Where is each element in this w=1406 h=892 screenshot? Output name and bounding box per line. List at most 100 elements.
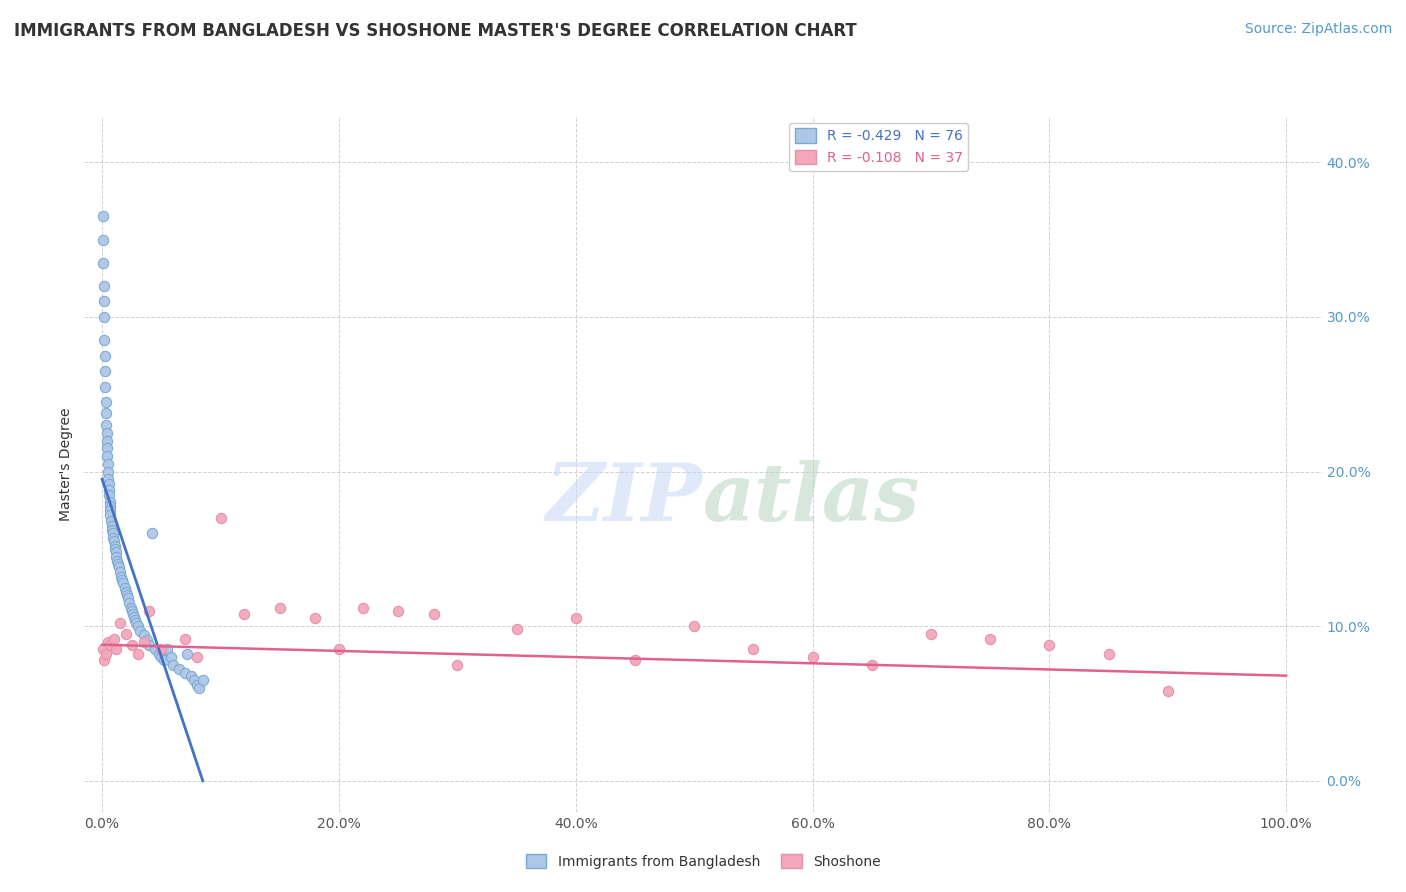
Point — [96, 434, 118, 448]
Text: atlas: atlas — [703, 460, 921, 537]
Point — [352, 600, 374, 615]
Point — [96, 442, 118, 456]
Point — [156, 642, 179, 657]
Point — [100, 518, 122, 533]
Point — [96, 449, 118, 463]
Point — [115, 588, 138, 602]
Point — [98, 503, 121, 517]
Point — [118, 596, 141, 610]
Point — [209, 511, 232, 525]
Point — [174, 665, 197, 680]
Point — [114, 627, 136, 641]
Point — [152, 653, 174, 667]
Point — [112, 575, 135, 590]
Point — [91, 642, 114, 657]
Point — [103, 632, 125, 646]
Point — [93, 279, 115, 293]
Point — [103, 534, 125, 549]
Point — [100, 508, 122, 522]
Point — [97, 465, 120, 479]
Point — [121, 604, 143, 618]
Point — [98, 488, 121, 502]
Point — [1097, 647, 1119, 661]
Point — [120, 600, 142, 615]
Point — [117, 591, 139, 606]
Point — [125, 616, 148, 631]
Point — [98, 499, 121, 513]
Point — [979, 632, 1001, 646]
Point — [94, 647, 117, 661]
Point — [132, 628, 155, 642]
Point — [94, 395, 117, 409]
Point — [94, 406, 117, 420]
Point — [920, 627, 942, 641]
Point — [304, 611, 326, 625]
Point — [104, 545, 127, 559]
Point — [129, 624, 152, 638]
Point — [167, 663, 190, 677]
Point — [186, 678, 208, 692]
Point — [801, 650, 824, 665]
Point — [159, 650, 181, 665]
Point — [180, 668, 202, 682]
Point — [269, 600, 291, 615]
Point — [105, 554, 128, 568]
Point — [110, 570, 132, 584]
Point — [233, 607, 256, 621]
Point — [132, 634, 155, 648]
Point — [91, 233, 114, 247]
Point — [97, 457, 120, 471]
Point — [114, 581, 136, 595]
Point — [564, 611, 586, 625]
Y-axis label: Master's Degree: Master's Degree — [59, 407, 73, 521]
Point — [121, 638, 143, 652]
Point — [96, 418, 118, 433]
Point — [93, 349, 115, 363]
Point — [114, 585, 136, 599]
Point — [136, 633, 159, 648]
Point — [860, 657, 883, 672]
Point — [138, 604, 160, 618]
Point — [93, 310, 115, 324]
Point — [186, 650, 208, 665]
Point — [101, 526, 124, 541]
Point — [683, 619, 706, 633]
Legend: Immigrants from Bangladesh, Shoshone: Immigrants from Bangladesh, Shoshone — [520, 848, 886, 874]
Point — [127, 619, 149, 633]
Point — [107, 558, 129, 572]
Point — [105, 642, 128, 657]
Point — [624, 653, 647, 667]
Point — [141, 526, 163, 541]
Point — [1038, 638, 1060, 652]
Point — [98, 495, 121, 509]
Point — [122, 610, 145, 624]
Point — [150, 642, 173, 657]
Point — [100, 638, 122, 652]
Point — [191, 673, 214, 688]
Point — [97, 477, 120, 491]
Point — [97, 634, 120, 648]
Point — [122, 607, 145, 621]
Point — [176, 647, 198, 661]
Point — [124, 613, 146, 627]
Point — [105, 549, 128, 564]
Point — [94, 364, 117, 378]
Point — [183, 673, 205, 688]
Point — [96, 425, 118, 440]
Text: IMMIGRANTS FROM BANGLADESH VS SHOSHONE MASTER'S DEGREE CORRELATION CHART: IMMIGRANTS FROM BANGLADESH VS SHOSHONE M… — [14, 22, 856, 40]
Point — [446, 657, 468, 672]
Point — [93, 653, 115, 667]
Point — [328, 642, 350, 657]
Point — [101, 524, 124, 538]
Point — [148, 647, 170, 661]
Point — [162, 657, 184, 672]
Point — [138, 638, 160, 652]
Point — [108, 616, 131, 631]
Point — [91, 210, 114, 224]
Point — [422, 607, 444, 621]
Point — [91, 256, 114, 270]
Point — [742, 642, 765, 657]
Point — [111, 573, 134, 587]
Point — [108, 565, 131, 579]
Point — [104, 541, 127, 556]
